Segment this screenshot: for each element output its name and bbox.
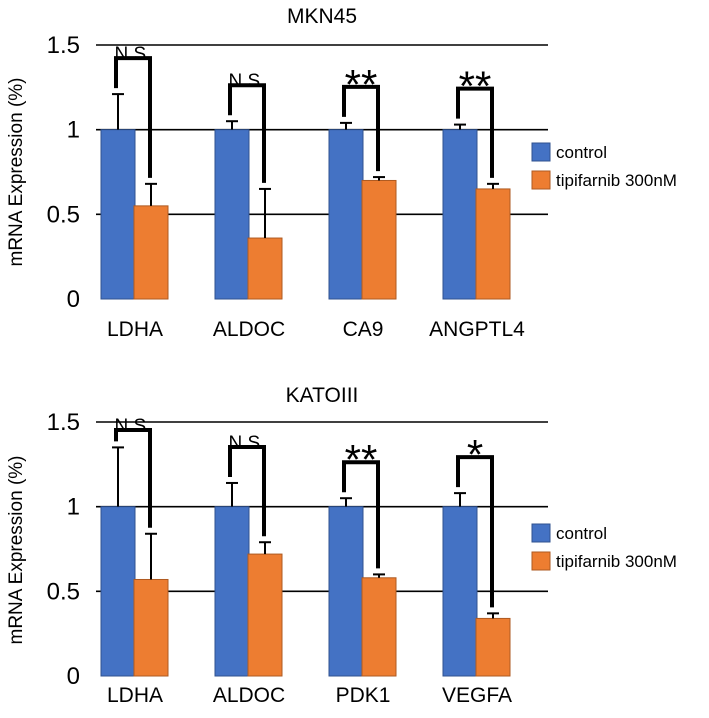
bar-tipifarnib: [475, 617, 511, 677]
significance-bracket: [114, 428, 152, 528]
significance-bracket: [456, 455, 494, 608]
category-label: ANGPTL4: [429, 318, 525, 341]
y-axis-label: mRNA Expression (%): [6, 78, 27, 267]
bar-tipifarnib: [361, 179, 397, 300]
significance-bracket: [114, 56, 152, 178]
chart-2: KATOIII mRNA Expression (%) 0 0.5 1 1.5 N.S. LD…: [6, 384, 677, 707]
significance-bracket: [228, 83, 266, 183]
category-label: CA9: [343, 318, 384, 341]
significance-bracket: [342, 84, 380, 172]
significance-label: N.S.: [115, 416, 152, 437]
category-label: VEGFA: [442, 684, 512, 707]
y-tick-label: 1.5: [47, 409, 80, 436]
bar-tipifarnib: [475, 188, 511, 300]
y-tick-label: 1: [67, 117, 80, 144]
category-label: ALDOC: [213, 318, 285, 341]
bar-tipifarnib: [247, 237, 283, 300]
category-label: LDHA: [107, 684, 163, 707]
legend-swatch-control: [531, 523, 551, 543]
bar-tipifarnib: [133, 205, 169, 300]
y-tick-label: 0.5: [47, 578, 80, 605]
y-tick-label: 0.5: [47, 201, 80, 228]
chart-1: MKN45 mRNA Expression (%) 0 0.5 1 1.5 N.S. LDHA…: [6, 5, 677, 341]
bar-control: [100, 506, 136, 677]
bar-control: [214, 129, 250, 300]
bar-control: [214, 506, 250, 677]
bar-control: [442, 129, 478, 300]
significance-bracket: [228, 444, 266, 537]
y-tick-label: 1.5: [47, 32, 80, 59]
y-tick-label: 0: [67, 286, 80, 313]
legend-label-tipifarnib: tipifarnib 300nM: [556, 552, 677, 571]
significance-label: **: [459, 63, 492, 110]
significance-label: N.S.: [115, 44, 152, 65]
significance-bracket: [456, 86, 494, 178]
category-label: PDK1: [336, 684, 391, 707]
legend-label-tipifarnib: tipifarnib 300nM: [556, 171, 677, 190]
chart-title: MKN45: [287, 5, 357, 28]
significance-label: N.S.: [229, 71, 266, 92]
significance-bracket: [342, 460, 380, 569]
legend-label-control: control: [556, 143, 607, 162]
bar-control: [442, 506, 478, 677]
bar-control: [328, 129, 364, 300]
y-tick-label: 0: [67, 663, 80, 690]
chart-title: KATOIII: [286, 384, 359, 407]
category-label: ALDOC: [213, 684, 285, 707]
y-axis-label: mRNA Expression (%): [6, 456, 27, 645]
bar-control: [100, 129, 136, 300]
legend-swatch-tipifarnib: [531, 551, 551, 571]
bar-tipifarnib: [133, 578, 169, 677]
legend-swatch-control: [531, 142, 551, 162]
bar-tipifarnib: [247, 553, 283, 677]
significance-label: *: [467, 431, 483, 478]
legend-label-control: control: [556, 524, 607, 543]
bar-tipifarnib: [361, 577, 397, 677]
significance-label: **: [345, 436, 378, 483]
category-label: LDHA: [107, 318, 163, 341]
bar-control: [328, 506, 364, 677]
significance-label: N.S.: [229, 433, 266, 454]
legend-swatch-tipifarnib: [531, 170, 551, 190]
y-tick-label: 1: [67, 494, 80, 521]
significance-label: **: [345, 61, 378, 108]
